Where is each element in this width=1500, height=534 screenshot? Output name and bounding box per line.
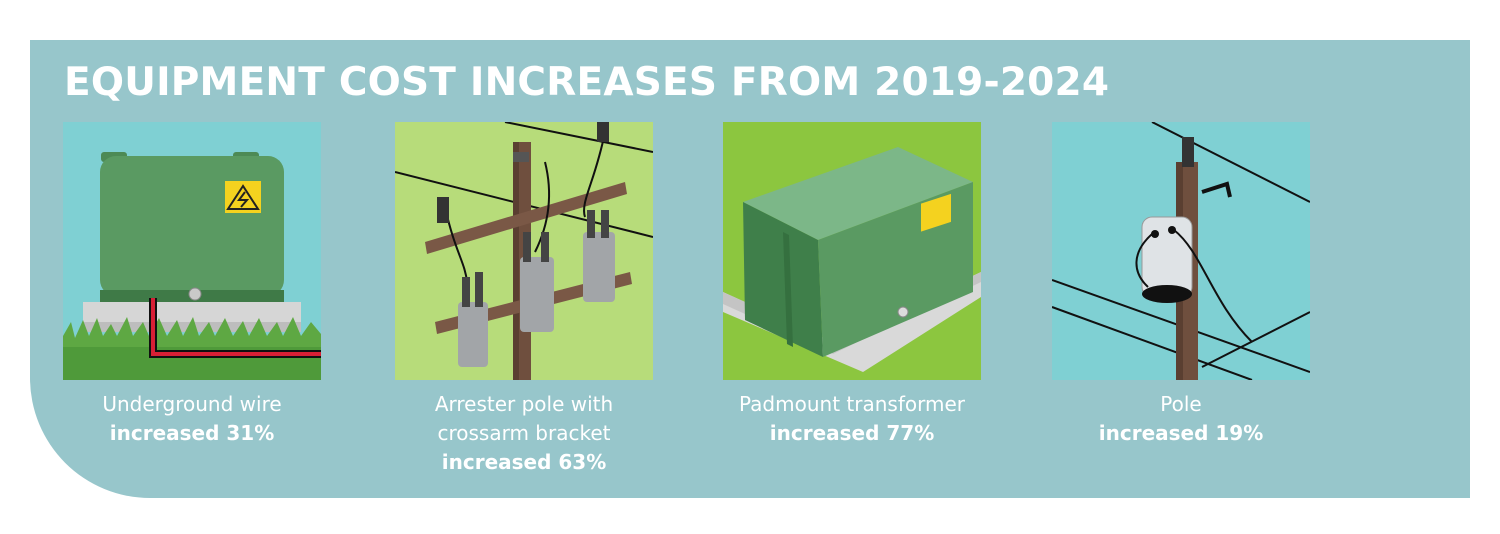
increase-value: increased 31%	[109, 421, 275, 445]
equipment-caption: Padmount transformer increased 77%	[723, 390, 981, 448]
increase-value: increased 63%	[441, 450, 607, 474]
equipment-caption: Pole increased 19%	[1052, 390, 1310, 448]
equipment-label: crossarm bracket	[437, 421, 611, 445]
equipment-caption: Underground wire increased 31%	[63, 390, 321, 448]
equipment-caption: Arrester pole with crossarm bracket incr…	[395, 390, 653, 477]
equipment-card-arrester-pole: Arrester pole with crossarm bracket incr…	[395, 122, 653, 477]
pole-transformer-icon	[1052, 122, 1310, 380]
increase-value: increased 77%	[769, 421, 935, 445]
equipment-card-pole: Pole increased 19%	[1052, 122, 1310, 448]
equipment-label: Arrester pole with	[434, 392, 614, 416]
equipment-label: Pole	[1160, 392, 1202, 416]
equipment-card-underground-wire: Underground wire increased 31%	[63, 122, 321, 448]
padmount-transformer-icon	[723, 122, 981, 380]
arrester-pole-icon	[395, 122, 653, 380]
increase-value: increased 19%	[1098, 421, 1264, 445]
underground-wire-icon	[63, 122, 321, 380]
page-title: EQUIPMENT COST INCREASES FROM 2019-2024	[64, 60, 1110, 105]
equipment-label: Underground wire	[102, 392, 282, 416]
equipment-label: Padmount transformer	[739, 392, 965, 416]
equipment-card-padmount-transformer: Padmount transformer increased 77%	[723, 122, 981, 448]
